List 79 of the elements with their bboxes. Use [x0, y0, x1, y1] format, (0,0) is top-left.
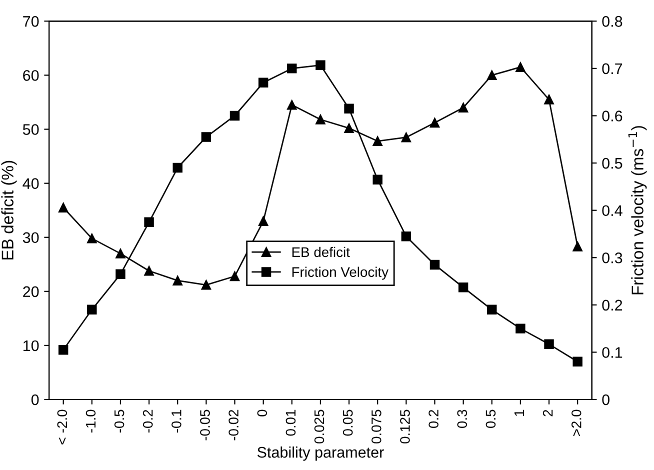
y-tick-label: 60 — [23, 70, 39, 81]
point — [458, 282, 468, 292]
point — [230, 110, 240, 121]
point — [572, 242, 582, 252]
x-tick-label: 0.125 — [400, 410, 410, 444]
point — [544, 339, 554, 350]
x-tick-label: 0.01 — [286, 410, 296, 436]
point — [487, 70, 497, 80]
y2-tick-label: 0.8 — [602, 16, 622, 27]
point — [58, 344, 68, 355]
point — [201, 132, 212, 142]
x-tick-label: -0.2 — [142, 410, 153, 433]
x-tick-label: 0.5 — [486, 410, 496, 428]
x-tick-label: 1 — [514, 410, 524, 416]
x-axis-title: Stability parameter — [257, 446, 384, 461]
x-tick-label: 0.05 — [342, 410, 353, 436]
x-tick-label: -0.02 — [228, 410, 238, 440]
x-tick-label: 0.025 — [314, 410, 324, 444]
x-tick-label: 0 — [257, 410, 268, 416]
point — [372, 136, 382, 146]
y2-tick-label: 0.4 — [602, 205, 622, 216]
point — [344, 104, 354, 114]
point — [258, 78, 268, 88]
point — [544, 94, 554, 104]
y-tick-label: 40 — [22, 178, 39, 189]
point — [201, 280, 212, 290]
y-tick-label: 20 — [23, 286, 39, 298]
x-tick-label: >2.0 — [571, 410, 582, 436]
point — [144, 217, 154, 228]
point — [516, 62, 526, 72]
y2-tick-label: 0.2 — [602, 300, 622, 311]
point — [372, 174, 382, 184]
y2-tick-label: 0.7 — [602, 63, 622, 74]
legend-label: EB deficit — [292, 246, 350, 258]
point — [258, 216, 268, 226]
point — [487, 304, 497, 315]
x-tick-label: -0.5 — [114, 410, 124, 433]
x-tick-label: 0.2 — [428, 410, 438, 428]
y2-tick-label: 0.6 — [602, 110, 622, 122]
point — [87, 234, 97, 244]
y2-tick-label: 0 — [602, 394, 610, 406]
point — [401, 132, 412, 142]
point — [58, 202, 68, 212]
y2-axis-title: Friction velocity (ms$^{−1}$) — [628, 126, 647, 294]
point — [116, 248, 126, 258]
point — [572, 356, 582, 367]
point — [430, 260, 440, 270]
point — [458, 102, 468, 112]
legend-label: Friction Velocity — [292, 266, 389, 280]
point — [287, 64, 297, 74]
x-tick-label: -0.1 — [172, 410, 182, 433]
x-tick-label: -1.0 — [86, 410, 96, 433]
x-tick-label: 0.3 — [457, 410, 468, 428]
point — [172, 276, 182, 286]
point — [116, 269, 126, 280]
point — [344, 123, 354, 134]
y2-tick-label: 0.5 — [602, 158, 622, 169]
x-tick-label: -0.05 — [200, 410, 210, 440]
point — [516, 324, 526, 334]
y2-tick-label: 0.1 — [602, 347, 622, 358]
point — [87, 304, 97, 315]
y-tick-label: 50 — [22, 124, 39, 135]
y-tick-label: 0 — [31, 394, 39, 406]
x-tick-label: < -2.0 — [57, 410, 68, 444]
point — [287, 100, 297, 110]
y-tick-label: 70 — [23, 16, 39, 27]
y-tick-label: 10 — [24, 340, 39, 352]
point — [430, 118, 440, 128]
x-tick-label: 2 — [542, 410, 553, 416]
point — [172, 162, 182, 173]
point — [401, 231, 412, 242]
y-axis-title: EB deficit (%) — [1, 160, 17, 260]
x-tick-label: 0.075 — [371, 410, 382, 444]
point — [316, 60, 326, 70]
y2-tick-label: 0.3 — [602, 252, 622, 264]
point — [230, 271, 240, 282]
y-tick-label: 30 — [22, 232, 39, 244]
point — [316, 114, 326, 124]
point — [144, 266, 154, 276]
